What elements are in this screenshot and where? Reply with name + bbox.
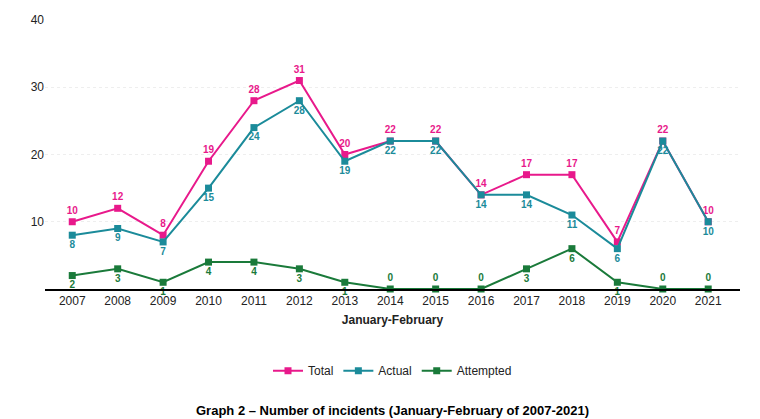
svg-text:0: 0 [478,272,484,283]
svg-text:2013: 2013 [331,294,358,308]
svg-text:17: 17 [521,158,533,169]
svg-text:2015: 2015 [422,294,449,308]
svg-text:Actual: Actual [378,364,411,378]
svg-text:1: 1 [615,286,621,297]
svg-text:10: 10 [703,205,715,216]
svg-text:2010: 2010 [195,294,222,308]
svg-text:2020: 2020 [649,294,676,308]
svg-text:12: 12 [112,191,124,202]
svg-text:20: 20 [31,148,45,162]
svg-text:22: 22 [430,124,442,135]
svg-text:28: 28 [248,84,260,95]
svg-text:2011: 2011 [241,294,267,308]
svg-text:2012: 2012 [286,294,313,308]
svg-text:0: 0 [433,272,439,283]
svg-text:22: 22 [385,124,397,135]
svg-text:January-February: January-February [342,313,444,327]
svg-text:22: 22 [657,124,669,135]
svg-text:14: 14 [476,199,488,210]
svg-text:6: 6 [615,253,621,264]
svg-text:2014: 2014 [377,294,404,308]
svg-text:1: 1 [160,286,166,297]
svg-text:4: 4 [251,266,257,277]
svg-text:30: 30 [31,80,45,94]
svg-text:0: 0 [387,272,393,283]
svg-text:22: 22 [657,145,669,156]
svg-text:Graph 2 – Number of incidents: Graph 2 – Number of incidents (January-F… [196,403,589,418]
svg-text:11: 11 [567,219,578,230]
svg-text:10: 10 [31,215,45,229]
svg-text:6: 6 [569,253,575,264]
svg-text:2007: 2007 [59,294,86,308]
svg-text:28: 28 [294,105,306,116]
svg-text:2016: 2016 [468,294,495,308]
svg-text:3: 3 [297,273,303,284]
svg-text:2017: 2017 [513,294,540,308]
svg-text:7: 7 [615,225,621,236]
svg-text:2021: 2021 [695,294,722,308]
svg-text:17: 17 [566,158,578,169]
svg-text:2009: 2009 [150,294,177,308]
svg-text:14: 14 [476,178,488,189]
svg-text:14: 14 [521,199,533,210]
svg-text:10: 10 [67,205,79,216]
svg-text:7: 7 [160,246,166,257]
svg-text:8: 8 [160,218,166,229]
svg-text:9: 9 [115,232,121,243]
svg-text:2019: 2019 [604,294,631,308]
svg-text:Attempted: Attempted [457,364,512,378]
svg-text:3: 3 [115,273,121,284]
svg-text:22: 22 [385,145,397,156]
svg-text:31: 31 [294,64,306,75]
svg-text:10: 10 [703,226,715,237]
svg-text:24: 24 [248,131,260,142]
svg-text:0: 0 [660,272,666,283]
svg-text:19: 19 [203,144,215,155]
svg-text:2: 2 [69,279,75,290]
svg-text:1: 1 [342,286,348,297]
svg-text:19: 19 [339,165,351,176]
svg-text:4: 4 [206,266,212,277]
svg-text:15: 15 [203,192,215,203]
svg-text:22: 22 [430,145,442,156]
svg-text:2018: 2018 [559,294,586,308]
svg-text:0: 0 [705,272,711,283]
svg-text:2008: 2008 [104,294,131,308]
svg-text:8: 8 [69,239,75,250]
svg-text:3: 3 [524,273,530,284]
svg-text:20: 20 [339,138,351,149]
svg-text:Total: Total [308,364,333,378]
svg-text:40: 40 [31,13,45,27]
